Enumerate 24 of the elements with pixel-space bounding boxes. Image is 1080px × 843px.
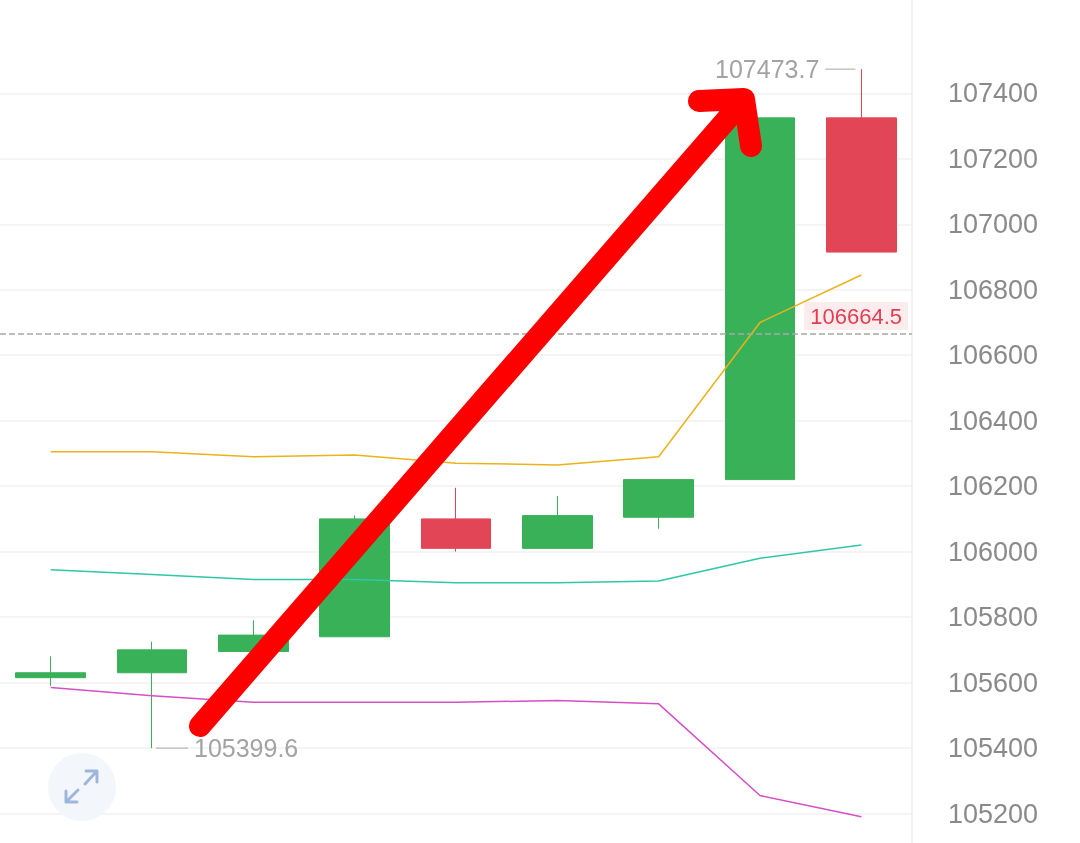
- annotation: 107473.7: [715, 55, 820, 84]
- candlestick: [117, 641, 187, 749]
- y-tick-label: 107000: [948, 209, 1039, 240]
- y-tick-label: 106200: [948, 471, 1039, 502]
- ref-line-label: 106664.5: [810, 303, 902, 329]
- y-tick-label: 105800: [948, 602, 1039, 633]
- annotation: 105399.6: [194, 734, 299, 763]
- y-tick-label: 106000: [948, 536, 1039, 567]
- line-series: [49, 544, 863, 584]
- candlestick: [522, 495, 593, 549]
- candlestick: [421, 487, 491, 553]
- y-tick-label: 105600: [948, 667, 1039, 698]
- candlestick: [826, 68, 897, 253]
- y-tick-label: 105400: [948, 733, 1039, 764]
- y-tick-label: 106400: [948, 405, 1039, 436]
- y-tick-label: 107400: [948, 78, 1039, 109]
- y-tick-label: 106800: [948, 274, 1039, 305]
- candlestick: [15, 655, 86, 687]
- y-tick-label: 105200: [948, 798, 1039, 829]
- candlestick: [623, 479, 694, 530]
- candlestick: [725, 117, 795, 481]
- y-tick-label: 106600: [948, 340, 1039, 371]
- y-tick-label: 107200: [948, 143, 1039, 174]
- line-series: [49, 686, 863, 818]
